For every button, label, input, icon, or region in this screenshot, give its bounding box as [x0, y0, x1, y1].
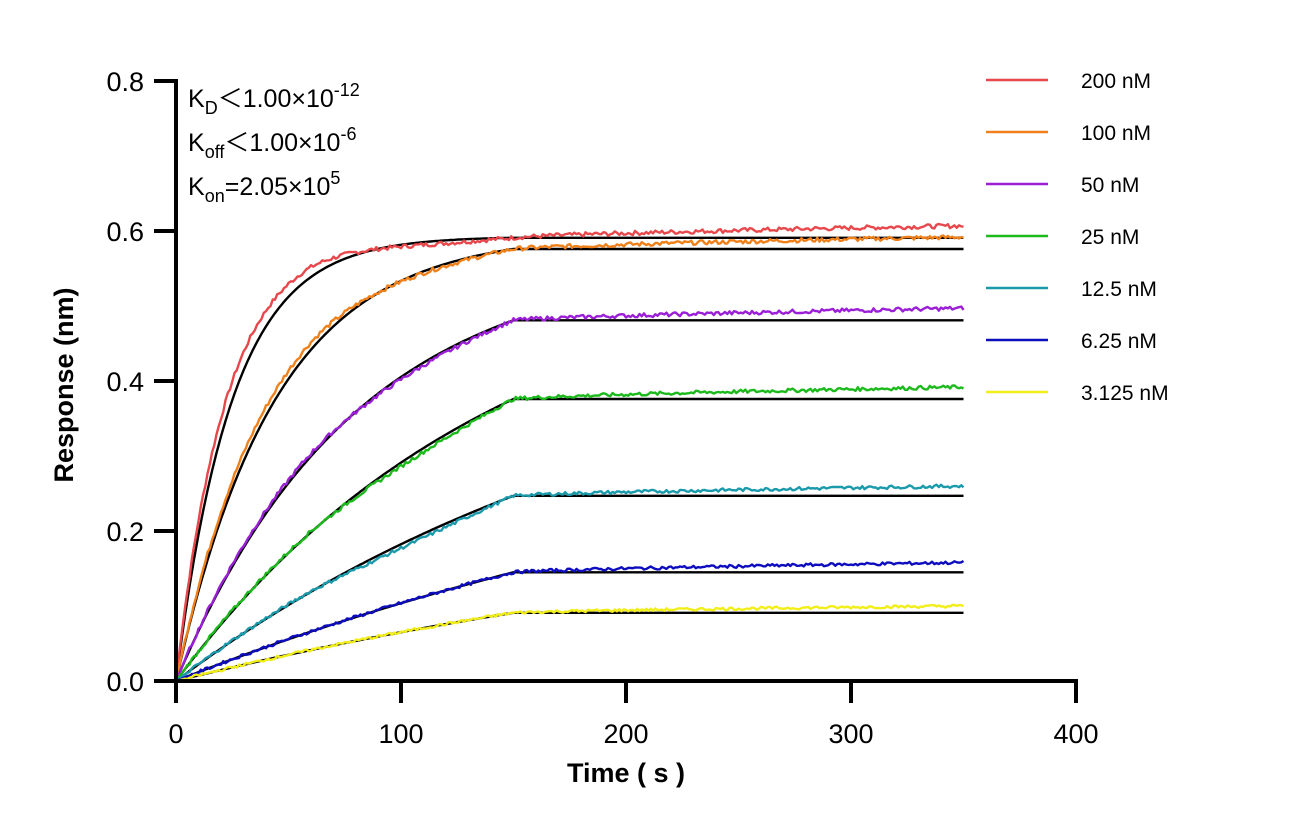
legend-label: 25 nM: [1081, 226, 1139, 249]
kinetic-constant: Kon=2.05×105: [188, 168, 340, 206]
x-axis-title: Time ( s ): [567, 758, 685, 788]
legend: 200 nM 100 nM 50 nM 25 nM 12.5 nM 6.25 nM 3.12…: [986, 70, 1169, 405]
fit-curve: [175, 571, 964, 683]
data-curve-0: [174, 222, 964, 682]
ticks: 0 100 200 300 400 0.0 0.2 0.4 0.6 0.8: [106, 67, 1098, 749]
legend-label: 100 nM: [1081, 122, 1151, 145]
fit-curve: [174, 319, 964, 682]
y-tick-label: 0.0: [106, 667, 144, 697]
legend-label: 3.125 nM: [1081, 382, 1169, 405]
fit-curve: [174, 247, 964, 682]
kinetic-constants: KD＜1.00×10-12 Koff＜1.00×10-6 Kon=2.05×105: [188, 80, 360, 206]
data-curve-2: [174, 305, 965, 682]
data-curve-1: [174, 234, 964, 682]
legend-label: 200 nM: [1081, 70, 1151, 93]
kinetic-constant: Koff＜1.00×10-6: [188, 124, 356, 162]
x-tick-label: 100: [378, 719, 423, 749]
fit-curve: [174, 236, 964, 682]
y-tick-label: 0.6: [106, 217, 144, 247]
data-curve-6: [175, 603, 965, 683]
x-tick-label: 200: [603, 719, 648, 749]
y-axis-title: Response (nm): [49, 287, 79, 482]
y-tick-label: 0.8: [106, 67, 144, 97]
fit-curve: [175, 611, 964, 683]
fit-curve: [175, 397, 964, 682]
legend-label: 12.5 nM: [1081, 278, 1157, 301]
y-tick-label: 0.4: [106, 367, 144, 397]
data-curve-5: [175, 559, 965, 683]
x-tick-label: 0: [168, 719, 183, 749]
fit-curves: [174, 236, 964, 683]
data-curve-4: [175, 483, 965, 682]
legend-label: 50 nM: [1081, 174, 1139, 197]
kinetic-constant: KD＜1.00×10-12: [188, 80, 360, 118]
x-tick-label: 300: [828, 719, 873, 749]
data-curves: [174, 222, 965, 683]
data-curve-3: [175, 384, 965, 682]
y-tick-label: 0.2: [106, 517, 144, 547]
legend-label: 6.25 nM: [1081, 330, 1157, 353]
x-tick-label: 400: [1053, 719, 1098, 749]
